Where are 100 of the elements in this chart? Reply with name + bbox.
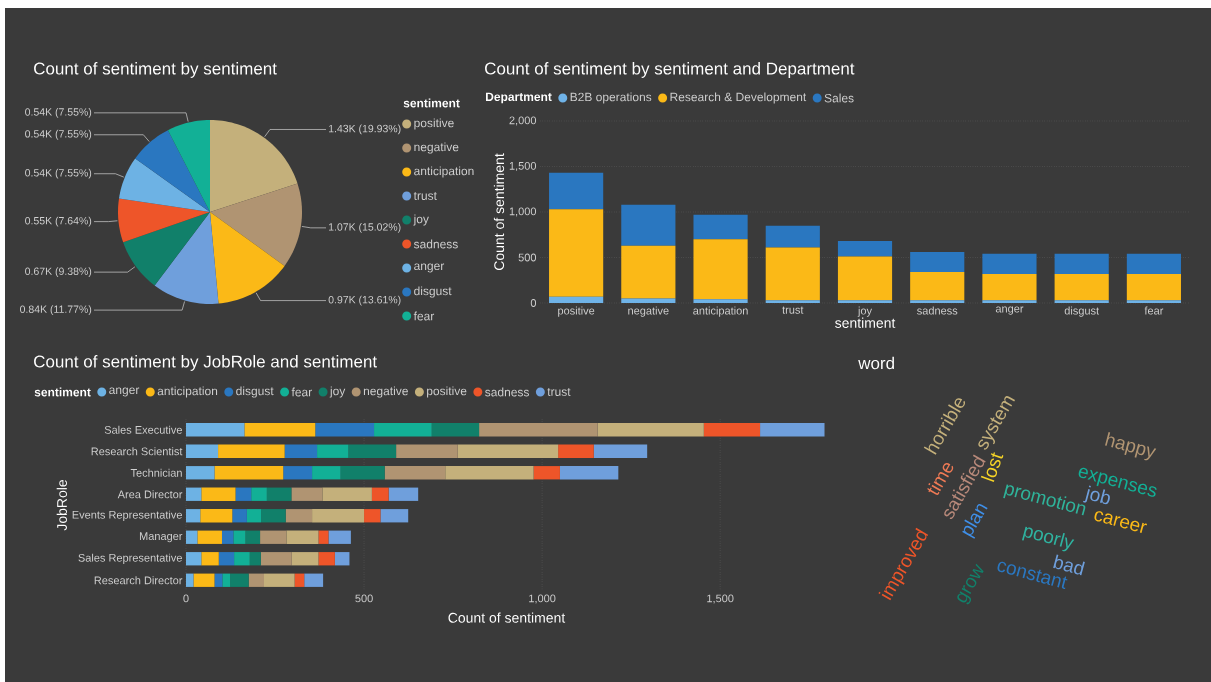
y-tick-label: 0 (530, 299, 537, 307)
bar (222, 573, 231, 587)
bar (384, 466, 446, 480)
legend-label: sadness (413, 239, 458, 249)
bar (533, 466, 560, 480)
bar (294, 573, 305, 587)
bar (910, 272, 965, 301)
x-tick-label: 500 (355, 594, 373, 603)
bar (765, 225, 820, 248)
data-label: 0.55K (7.64%) (25, 216, 92, 227)
y-tick-label: 1,000 (509, 207, 537, 217)
x-tick-label: anger (995, 306, 1024, 315)
bar (364, 509, 381, 523)
legend-label: joy (413, 214, 429, 226)
x-tick-label: 0 (183, 594, 189, 603)
bar (1054, 273, 1109, 301)
bar (559, 466, 619, 480)
bar (479, 423, 598, 437)
bar (186, 466, 215, 480)
data-label: 0.84K (11.77%) (20, 305, 92, 315)
chart-title: Count of sentiment by sentiment and Department (485, 62, 855, 78)
bar (291, 552, 319, 566)
bar (244, 423, 316, 437)
bar (837, 256, 893, 301)
y-tick-label: 2,000 (509, 116, 537, 126)
legend-label: trust (547, 388, 571, 396)
legend-label: anticipation (157, 386, 218, 398)
bar (221, 530, 234, 544)
bar (201, 552, 219, 566)
bar (340, 466, 385, 480)
bar (318, 530, 329, 544)
y-tick-label: Manager (139, 532, 183, 543)
bar (910, 252, 965, 273)
bar (197, 530, 222, 544)
bar (334, 552, 350, 566)
x-tick-label: positive (558, 306, 595, 317)
legend-label: disgust (414, 286, 452, 298)
x-tick-label: fear (1144, 306, 1164, 315)
bar (214, 466, 284, 480)
bar (261, 509, 286, 523)
chart-title: Count of sentiment by JobRole and sentiment (34, 355, 377, 371)
bar (218, 444, 285, 458)
bar (621, 245, 676, 299)
bar (558, 444, 594, 458)
bar (328, 530, 351, 544)
bar (431, 423, 480, 437)
legend-label: trust (413, 192, 437, 200)
y-tick-label: Area Director (117, 490, 183, 499)
bar (396, 444, 458, 458)
bar (693, 239, 748, 300)
bar (388, 487, 419, 501)
bar (348, 444, 397, 458)
bar (837, 241, 893, 257)
x-tick-label: anticipation (693, 306, 748, 317)
legend-title: Department (486, 92, 552, 104)
bar (549, 209, 604, 297)
legend-label: positive (414, 118, 454, 130)
y-tick-label: Sales Executive (104, 425, 182, 434)
legend-label: anger (414, 263, 445, 273)
bar (249, 552, 261, 566)
text: word (858, 356, 894, 370)
bar (693, 299, 748, 303)
text: career (1094, 511, 1148, 533)
x-tick-label: disgust (1064, 306, 1100, 317)
bar (760, 423, 825, 437)
bar (260, 552, 292, 566)
bar (232, 509, 247, 523)
bar (186, 530, 198, 544)
bar (621, 204, 676, 246)
bar (765, 247, 820, 301)
data-label: 0.67K (9.38%) (25, 267, 92, 278)
y-tick-label: Technician (130, 468, 182, 477)
y-tick-label: 500 (518, 253, 537, 262)
bar (982, 253, 1037, 274)
bar (374, 423, 432, 437)
bar (283, 466, 313, 480)
bar (1054, 300, 1109, 303)
legend-label: negative (414, 142, 459, 154)
bar (186, 552, 202, 566)
bar (234, 552, 250, 566)
bar (260, 530, 287, 544)
bar (593, 444, 648, 458)
bar (246, 509, 262, 523)
data-label: 0.54K (7.55%) (25, 168, 92, 179)
bar (837, 300, 893, 303)
bar (233, 530, 246, 544)
bar (910, 300, 965, 303)
bar (218, 552, 235, 566)
data-label: 0.54K (7.55%) (25, 107, 92, 118)
legend-title: sentiment (34, 387, 91, 397)
bar (1126, 253, 1181, 274)
bar (318, 552, 335, 566)
data-label: 1.07K (15.02%) (329, 222, 401, 233)
x-tick-label: sadness (917, 306, 958, 315)
legend-label: Sales (824, 93, 854, 103)
legend-label: B2B operations (570, 92, 652, 104)
y-tick-label: 1,500 (509, 161, 537, 172)
bar (230, 573, 249, 587)
y-tick-label: Research Director (94, 576, 183, 585)
y-tick-label: Events Representative (72, 510, 182, 521)
